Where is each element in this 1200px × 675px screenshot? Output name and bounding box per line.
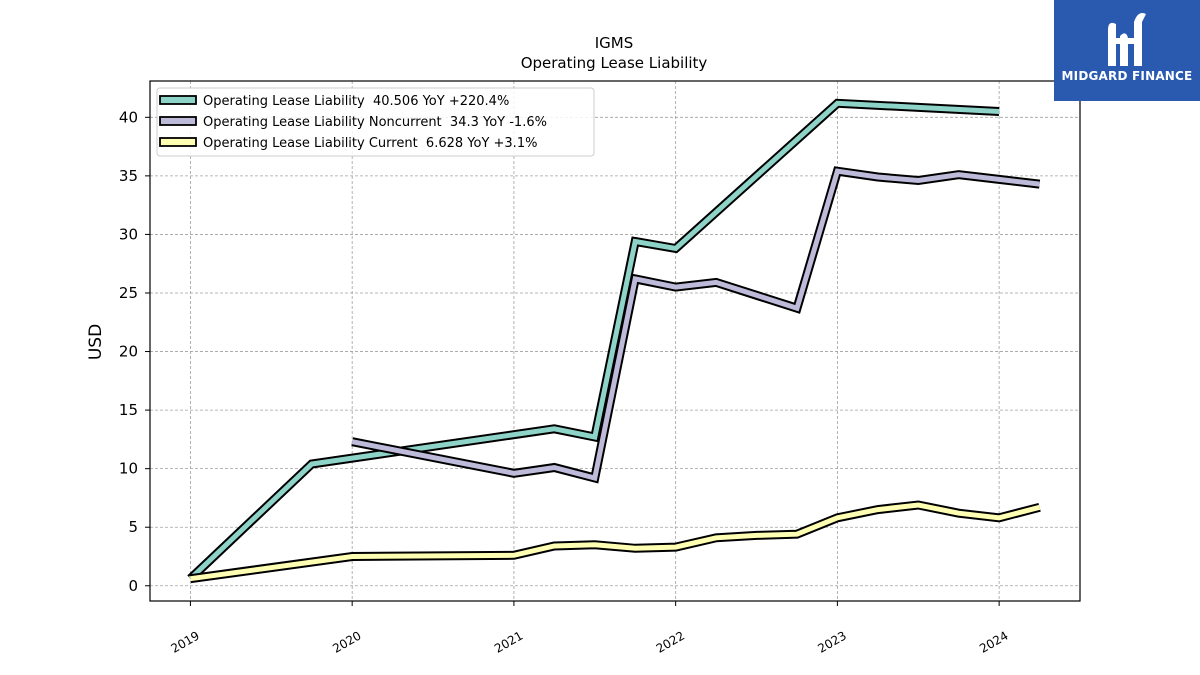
legend-swatch: [159, 116, 197, 126]
y-tick-label: 40: [119, 108, 138, 126]
y-tick-label: 30: [119, 225, 138, 243]
legend: Operating Lease Liability 40.506 YoY +22…: [156, 87, 595, 157]
chart-subtitle: Operating Lease Liability: [521, 54, 708, 72]
legend-label: Operating Lease Liability Current 6.628 …: [203, 136, 537, 151]
y-tick-label: 0: [128, 577, 138, 595]
legend-swatch: [159, 137, 197, 147]
legend-label: Operating Lease Liability 40.506 YoY +22…: [203, 94, 509, 109]
midgard-logo-icon: [1108, 13, 1146, 66]
x-tick-label: 2019: [168, 628, 201, 655]
x-tick-label: 2023: [815, 628, 848, 655]
x-tick-label: 2020: [330, 628, 363, 655]
chart-title: IGMS: [595, 34, 634, 52]
series-line-outline: [189, 500, 1041, 584]
y-tick-label: 5: [128, 518, 138, 536]
x-tick-label: 2022: [654, 628, 687, 655]
series-line-outline: [351, 166, 1041, 484]
y-tick-label: 20: [119, 343, 138, 361]
brand-logo: MIDGARD FINANCE: [1054, 0, 1200, 101]
legend-label: Operating Lease Liability Noncurrent 34.…: [203, 115, 547, 130]
y-tick-label: 10: [119, 460, 138, 478]
y-tick-label: 25: [119, 284, 138, 302]
y-axis-label: USD: [86, 324, 106, 360]
plot-frame: [149, 80, 1081, 602]
series-line-1: [188, 100, 1000, 581]
series-lines: [187, 98, 1041, 584]
x-tick-label: 2024: [977, 628, 1010, 655]
y-tick-label: 35: [119, 167, 138, 185]
x-tick-label: 2021: [492, 628, 525, 655]
legend-box: [156, 87, 595, 157]
legend-swatch: [159, 95, 197, 105]
series-line-2: [351, 168, 1040, 482]
y-tick-label: 15: [119, 401, 138, 419]
series-line-3: [190, 502, 1041, 582]
brand-name: MIDGARD FINANCE: [1061, 69, 1193, 83]
